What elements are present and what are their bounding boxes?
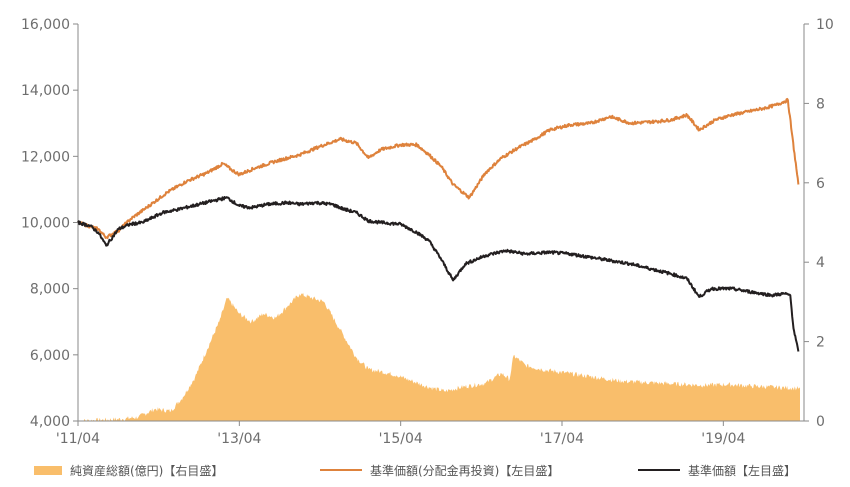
line-series-nav-reinvested bbox=[77, 97, 800, 240]
legend-item-nav-reinvested: 基準価額(分配金再投資)【左目盛】 bbox=[320, 458, 559, 482]
legend-item-nav: 基準価額【左目盛】 bbox=[638, 458, 796, 482]
left-tick-label: 12,000 bbox=[21, 149, 70, 165]
right-tick-label: 2 bbox=[816, 335, 825, 351]
legend-label-nav-reinvested: 基準価額(分配金再投資)【左目盛】 bbox=[370, 463, 560, 478]
x-tick-label: '19/04 bbox=[701, 431, 745, 447]
right-tick-label: 0 bbox=[816, 414, 825, 430]
x-tick-label: '13/04 bbox=[217, 431, 261, 447]
left-tick-label: 10,000 bbox=[21, 216, 70, 232]
legend-item-net-assets: 純資産総額(億円)【右目盛】 bbox=[34, 458, 223, 482]
right-tick-label: 4 bbox=[816, 255, 825, 271]
right-tick-label: 10 bbox=[816, 17, 834, 33]
axes-layer bbox=[73, 23, 809, 426]
left-tick-label: 14,000 bbox=[21, 83, 70, 99]
legend-label-net-assets: 純資産総額(億円)【右目盛】 bbox=[70, 463, 224, 478]
x-tick-label: '17/04 bbox=[540, 431, 584, 447]
left-tick-label: 16,000 bbox=[21, 17, 70, 33]
right-tick-label: 8 bbox=[816, 96, 825, 112]
lines-layer bbox=[77, 97, 800, 352]
x-tick-label: '15/04 bbox=[379, 431, 423, 447]
left-tick-label: 6,000 bbox=[30, 348, 70, 364]
x-tick-label: '11/04 bbox=[56, 431, 100, 447]
legend: 純資産総額(億円)【右目盛】 基準価額(分配金再投資)【左目盛】 基準価額【左目… bbox=[0, 458, 850, 482]
legend-swatch-nav bbox=[638, 469, 680, 471]
left-tick-label: 8,000 bbox=[30, 282, 70, 298]
labels-layer: 4,000 6,000 8,000 10,000 12,000 14,000 16,000 0… bbox=[21, 17, 834, 447]
area-series-net-assets bbox=[78, 292, 800, 421]
line-series-nav bbox=[77, 196, 800, 352]
area-layer bbox=[78, 292, 800, 421]
left-tick-label: 4,000 bbox=[30, 414, 70, 430]
legend-label-nav: 基準価額【左目盛】 bbox=[688, 463, 797, 478]
right-tick-label: 6 bbox=[816, 176, 825, 192]
legend-swatch-net-assets bbox=[34, 465, 62, 475]
legend-swatch-nav-reinvested bbox=[320, 469, 362, 471]
